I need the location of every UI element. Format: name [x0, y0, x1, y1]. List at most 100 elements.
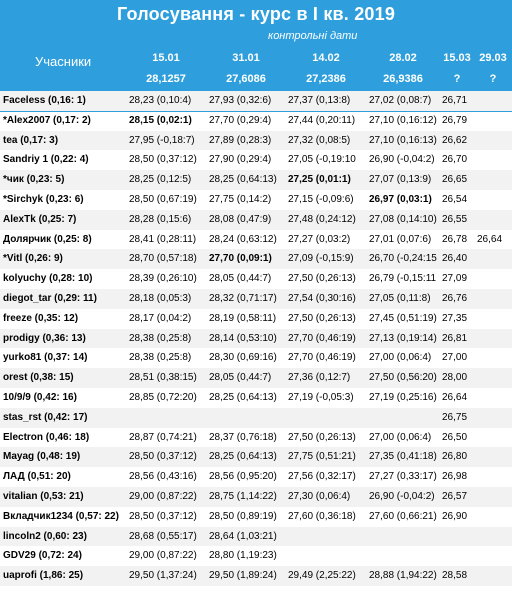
forecast-cell-4: 26,90 (-0,04:2): [369, 490, 435, 502]
forecast-cell-5: 28,58: [442, 570, 468, 582]
forecast-cell-4: 27,00 (0,06:4): [369, 352, 432, 364]
participant-name: Electron (0,46: 18): [3, 431, 90, 443]
table-row: *Sirchyk (0,23: 6) 28,50 (0,67:19) 27,75 (…: [0, 190, 512, 210]
participant-name: tea (0,17: 3): [3, 134, 59, 146]
forecast-cell-4: 28,88 (1,94:22): [369, 570, 437, 582]
forecast-cell-1: 28,18 (0,05:3): [129, 292, 192, 304]
table-row: stas_rst (0,42: 17) 26,75: [0, 407, 512, 428]
control-dates-label: контрольні дати: [268, 30, 358, 42]
forecast-cell-5: 26,62: [442, 134, 468, 146]
forecast-cell-5: 26,40: [442, 253, 468, 265]
participants-header: Учасники: [35, 54, 92, 69]
forecast-cell-1: 29,00 (0,87:22): [129, 550, 197, 562]
forecast-cell-3: 27,30 (0,06:4): [288, 490, 351, 502]
forecast-cell-3: 27,50 (0,26:13): [288, 431, 356, 443]
forecast-cell-2: 27,70 (0,09:1): [209, 253, 272, 265]
actual-rate-4: 26,9386: [383, 73, 423, 85]
forecast-cell-5: 26,76: [442, 292, 468, 304]
forecast-cell-5: 26,65: [442, 174, 468, 186]
forecast-cell-4: 27,02 (0,08:7): [369, 95, 432, 106]
forecast-cell-2: 27,93 (0,32:6): [209, 95, 272, 106]
date-header-3: 14.02: [312, 52, 340, 64]
table-row: lincoln2 (0,60: 23) 28,68 (0,55:17) 28,64 …: [0, 526, 512, 547]
forecast-cell-2: 27,75 (0,14:2): [209, 193, 272, 205]
forecast-cell-2: 28,08 (0,47:9): [209, 213, 272, 225]
forecast-cell-4: 26,70 (-0,24:15: [369, 253, 437, 265]
forecast-cell-2: 27,90 (0,29:4): [209, 154, 272, 166]
participants-table: Faceless (0,16: 1) 28,23 (0,10:4) 27,93 (0…: [0, 91, 512, 586]
forecast-cell-4: 26,90 (-0,04:2): [369, 154, 435, 166]
forecast-cell-1: 28,50 (0,37:12): [129, 451, 197, 463]
table-row: *Alex2007 (0,17: 2) 28,15 (0,02:1) 27,70 (…: [0, 111, 512, 131]
forecast-cell-4: 27,08 (0,14:10): [369, 213, 437, 225]
page-title: Голосування - курс в І кв. 2019: [116, 4, 396, 24]
table-row: Mayag (0,48: 19) 28,50 (0,37:12) 28,25 (0,…: [0, 447, 512, 468]
participant-name: *Vitl (0,26: 9): [3, 253, 63, 265]
participant-name: *Sirchyk (0,23: 6): [3, 193, 84, 205]
forecast-cell-4: 27,35 (0,41:18): [369, 451, 437, 463]
forecast-cell-5: 26,80: [442, 451, 468, 463]
forecast-cell-3: 27,09 (-0,15:9): [288, 253, 354, 265]
forecast-cell-3: 27,70 (0,46:19): [288, 352, 356, 364]
forecast-cell-3: 27,60 (0,36:18): [288, 510, 356, 522]
actual-rate-3: 27,2386: [306, 73, 346, 85]
forecast-cell-3: 27,70 (0,46:19): [288, 332, 356, 344]
forecast-cell-1: 28,56 (0,43:16): [129, 471, 197, 483]
forecast-cell-1: 29,50 (1,37:24): [129, 570, 197, 582]
forecast-cell-1: 27,95 (-0,18:7): [129, 134, 195, 146]
forecast-cell-4: 27,50 (0,56:20): [369, 372, 437, 384]
forecast-cell-1: 28,85 (0,72:20): [129, 391, 197, 403]
forecast-cell-2: 28,19 (0,58:11): [209, 312, 277, 324]
participant-name: Mayag (0,48: 19): [3, 451, 81, 463]
participant-name: Долярчик (0,25: 8): [3, 233, 92, 245]
participant-name: Sandriy 1 (0,22: 4): [3, 154, 89, 166]
forecast-cell-1: 28,15 (0,02:1): [129, 114, 192, 126]
forecast-cell-4: 27,07 (0,13:9): [369, 174, 432, 186]
forecast-cell-1: 28,17 (0,04:2): [129, 312, 192, 324]
forecast-cell-1: 28,50 (0,67:19): [129, 193, 197, 205]
participant-name: uaprofi (1,86: 25): [3, 570, 84, 582]
participant-name: vitalian (0,53: 21): [3, 490, 84, 502]
forecast-cell-4: 27,27 (0,33:17): [369, 471, 437, 483]
forecast-cell-3: 27,32 (0,08:5): [288, 134, 351, 146]
forecast-cell-2: 28,56 (0,95:20): [209, 471, 277, 483]
actual-rate-6: ?: [489, 73, 497, 85]
participant-name: freeze (0,35: 12): [3, 312, 79, 324]
forecast-cell-1: 28,38 (0,25:8): [129, 352, 192, 364]
participant-name: AlexTk (0,25: 7): [3, 213, 77, 225]
forecast-cell-4: 27,10 (0,16:12): [369, 114, 437, 126]
forecast-cell-5: 26,98: [442, 471, 468, 483]
forecast-cell-2: 28,32 (0,71:17): [209, 292, 277, 304]
forecast-cell-2: 27,89 (0,28:3): [209, 134, 272, 146]
forecast-cell-3: 27,54 (0,30:16): [288, 292, 356, 304]
forecast-cell-2: 28,64 (1,03:21): [209, 530, 277, 542]
forecast-cell-1: 28,23 (0,10:4): [129, 95, 192, 106]
forecast-cell-3: 27,36 (0,12:7): [288, 372, 351, 384]
forecast-cell-1: 29,00 (0,87:22): [129, 490, 197, 502]
forecast-cell-5: 26,71: [442, 95, 468, 106]
date-header-1: 15.01: [152, 52, 180, 64]
date-header-4: 28.02: [389, 52, 417, 64]
table-row: diegot_tar (0,29: 11) 28,18 (0,05:3) 28,32…: [0, 288, 512, 309]
forecast-cell-4: 26,97 (0,03:1): [369, 193, 432, 205]
forecast-cell-5: 26,78: [442, 233, 468, 245]
forecast-cell-2: 28,25 (0,64:13): [209, 451, 277, 463]
forecast-cell-2: 28,75 (1,14:22): [209, 490, 277, 502]
forecast-cell-4: 27,13 (0,19:14): [369, 332, 437, 344]
forecast-cell-4: 27,10 (0,16:13): [369, 134, 437, 146]
participant-name: *Alex2007 (0,17: 2): [3, 114, 91, 126]
participant-name: prodigy (0,36: 13): [3, 332, 86, 344]
forecast-cell-3: 27,50 (0,26:13): [288, 273, 356, 285]
forecast-cell-3: 27,37 (0,13:8): [288, 95, 351, 106]
table-row: Вкладчик1234 (0,57: 22) 28,50 (0,37:12) 28…: [0, 507, 512, 527]
forecast-cell-2: 28,50 (0,89:19): [209, 510, 277, 522]
forecast-cell-5: 26,54: [442, 193, 468, 205]
table-row: Faceless (0,16: 1) 28,23 (0,10:4) 27,93 (0…: [0, 91, 512, 111]
table-row: kolyuchy (0,28: 10) 28,39 (0,26:10) 28,05 …: [0, 269, 512, 289]
forecast-cell-2: 27,70 (0,29:4): [209, 114, 272, 126]
participant-name: Faceless (0,16: 1): [3, 95, 86, 106]
forecast-cell-2: 28,37 (0,76:18): [209, 431, 277, 443]
table-row: freeze (0,35: 12) 28,17 (0,04:2) 28,19 (0,…: [0, 309, 512, 329]
forecast-cell-3: 27,15 (-0,09:6): [288, 193, 354, 205]
actual-rate-1: 28,1257: [146, 73, 186, 85]
